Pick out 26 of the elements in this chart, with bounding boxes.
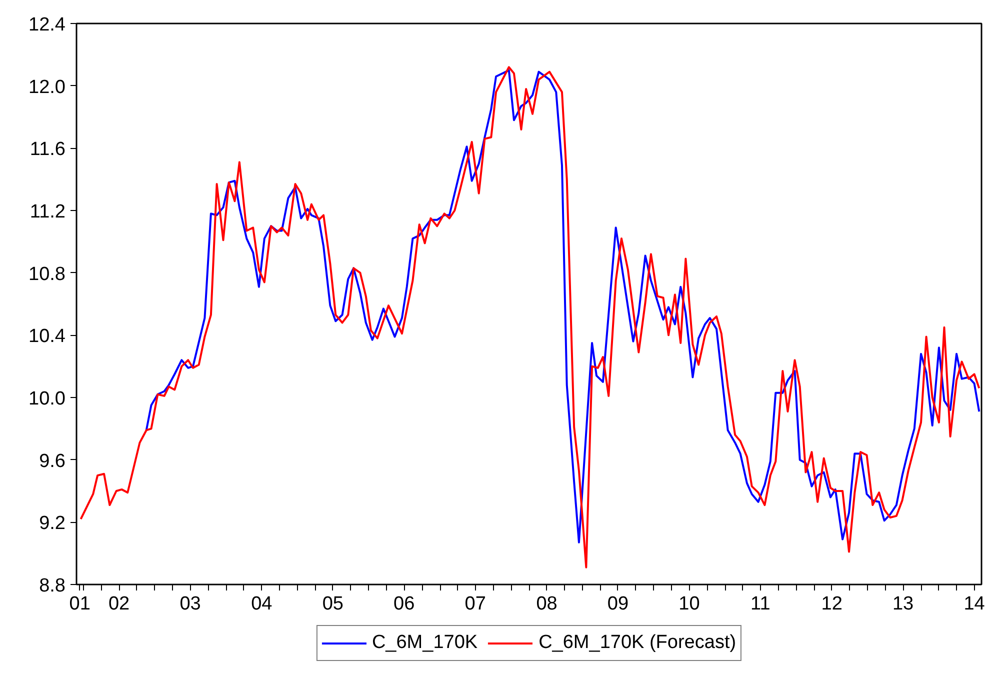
- y-tick-label: 12.0: [28, 76, 66, 98]
- y-tick-label: 11.2: [30, 202, 66, 222]
- y-tick-label: 12.4: [28, 14, 66, 36]
- legend-label: C_6M_170K (Forecast): [538, 631, 736, 655]
- y-tick-label: 9.2: [39, 513, 66, 534]
- x-tick-label: 13: [892, 594, 914, 614]
- y-tick-label: 9.6: [39, 450, 66, 472]
- x-tick-label: 04: [251, 594, 273, 614]
- x-tick-label: 01: [69, 594, 90, 614]
- y-tick-label: 10.0: [28, 388, 66, 410]
- x-tick-label: 02: [108, 594, 130, 614]
- y-tick-label: 10.8: [28, 264, 66, 285]
- x-tick-label: 03: [180, 594, 201, 614]
- y-tick-label: 8.8: [39, 576, 66, 596]
- x-tick-label: 05: [322, 594, 344, 614]
- x-tick-label: 12: [821, 594, 842, 614]
- y-tick-label: 10.4: [28, 326, 66, 348]
- y-tick-label: 11.6: [30, 139, 66, 160]
- x-tick-label: 08: [536, 594, 558, 614]
- x-tick-label: 10: [678, 594, 700, 614]
- x-tick-label: 11: [750, 594, 770, 614]
- x-tick-label: 14: [964, 594, 986, 614]
- x-tick-label: 06: [394, 594, 415, 614]
- x-tick-label: 07: [464, 594, 486, 614]
- x-tick-label: 09: [607, 594, 629, 614]
- legend-label: C_6M_170K: [372, 631, 478, 655]
